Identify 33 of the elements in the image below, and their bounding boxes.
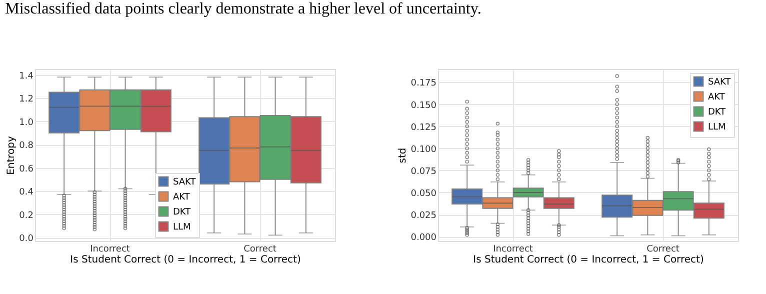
- y-axis-title: std: [398, 148, 409, 164]
- legend-label: LLM: [173, 222, 191, 232]
- legend-label: AKT: [173, 192, 190, 202]
- y-tick-label: 1.0: [19, 118, 34, 128]
- y-tick-label: 0.025: [410, 211, 436, 222]
- x-tick-label: Incorrect: [493, 244, 534, 254]
- y-tick-label: 0.6: [19, 164, 34, 174]
- text: Misclassified data points clearly demonstrate a higher level of uncertainty.: [5, 0, 482, 18]
- y-tick-label: 0.4: [19, 188, 34, 198]
- y-tick-label: 0.125: [410, 122, 436, 133]
- y-tick-label: 0.050: [410, 188, 437, 199]
- legend-label: SAKT: [708, 78, 732, 88]
- y-tick-label: 0.2: [19, 210, 34, 221]
- x-axis-title: Is Student Correct (0 = Incorrect, 1 = Correct): [70, 254, 301, 266]
- x-tick-label: Correct: [646, 244, 680, 254]
- legend-label: AKT: [708, 92, 726, 102]
- y-tick-label: 0.0: [19, 234, 34, 244]
- x-axis-title: Is Student Correct (0 = Incorrect, 1 = Correct): [473, 254, 704, 266]
- y-tick-label: 0.100: [410, 144, 437, 155]
- y-tick-label: 0.075: [410, 166, 436, 177]
- y-tick-label: 0.8: [19, 141, 34, 152]
- x-tick-label: Correct: [244, 244, 277, 254]
- legend-label: SAKT: [173, 178, 196, 188]
- y-axis-title: Entropy: [6, 136, 18, 175]
- legend-label: LLM: [708, 122, 726, 132]
- y-tick-label: 0.175: [410, 78, 436, 89]
- y-tick-label: 0.150: [410, 100, 437, 111]
- y-tick-label: 1.4: [19, 71, 34, 82]
- x-tick-label: Incorrect: [90, 244, 130, 254]
- legend-label: DKT: [173, 208, 192, 218]
- legend-label: DKT: [708, 108, 726, 118]
- y-tick-label: 0.000: [410, 233, 437, 244]
- y-tick-label: 1.2: [19, 94, 34, 105]
